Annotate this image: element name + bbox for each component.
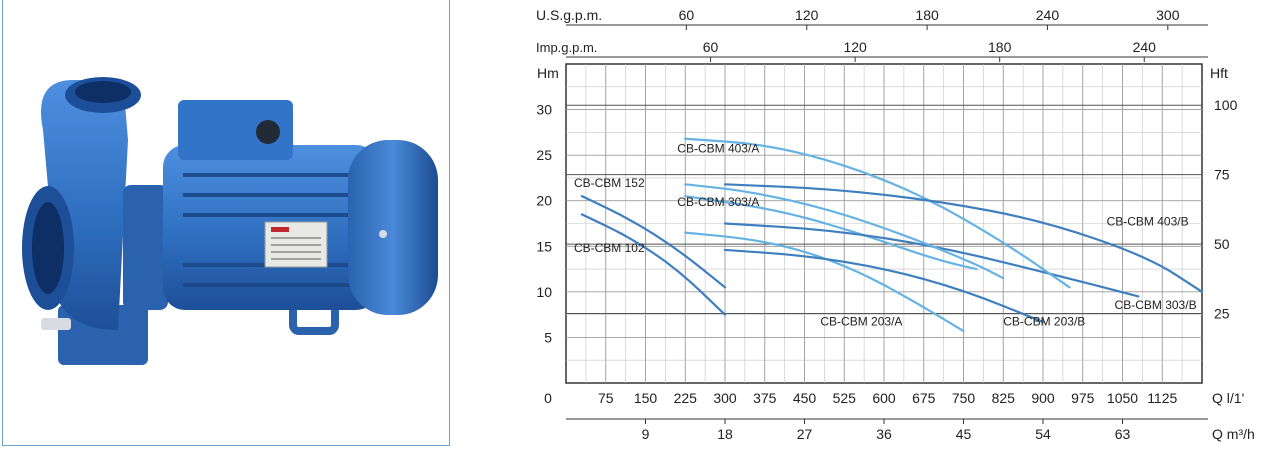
series-label: CB-CBM 403/B — [1107, 214, 1189, 228]
impgpm-tick-label: 240 — [1133, 39, 1157, 55]
x-tick-label: 1050 — [1107, 390, 1138, 406]
x-tick-label: 375 — [753, 390, 777, 406]
foot-bolt — [41, 318, 71, 330]
impgpm-tick-label: 180 — [988, 39, 1012, 55]
x-tick-label: 300 — [713, 390, 737, 406]
y-tick-label: 15 — [536, 238, 552, 254]
pump-illustration — [22, 77, 438, 365]
series-line — [684, 195, 978, 271]
x-tick-label: 750 — [952, 390, 976, 406]
terminal-box — [178, 100, 293, 160]
series-line — [723, 183, 1204, 293]
series-line — [684, 231, 965, 333]
series-group — [580, 137, 1204, 333]
m3h-tick-label: 36 — [876, 426, 892, 442]
y-tick-label: 20 — [536, 193, 552, 209]
usgpm-tick-label: 240 — [1036, 7, 1060, 23]
m3h-tick-label: 63 — [1115, 426, 1131, 442]
x-axis-label: Q l/1' — [1212, 390, 1244, 406]
series-line — [580, 213, 727, 316]
series-line — [684, 137, 1071, 289]
series-line — [723, 248, 1045, 324]
series-label: CB-CBM 303/B — [1115, 298, 1197, 312]
product-photo-panel — [2, 0, 450, 446]
series-line — [580, 195, 727, 289]
m3h-tick-label: 27 — [797, 426, 813, 442]
impgpm-axis-label: Imp.g.p.m. — [536, 40, 597, 55]
y-tick-label: 30 — [536, 102, 552, 118]
series-line — [684, 183, 1005, 280]
x-tick-label: 600 — [872, 390, 896, 406]
x-tick-label: 0 — [544, 390, 552, 406]
inlet-opening — [32, 202, 64, 294]
series-label: CB-CBM 152 — [574, 176, 645, 190]
yft-tick-label: 25 — [1214, 306, 1230, 322]
x-tick-label: 900 — [1031, 390, 1055, 406]
x-tick-label: 150 — [634, 390, 658, 406]
yft-tick-label: 75 — [1214, 167, 1230, 183]
series-labels: CB-CBM 403/A CB-CBM 152 CB-CBM 303/A CB-CBM… — [574, 141, 1197, 328]
fan-cover — [348, 140, 438, 315]
x-tick-label: 1125 — [1147, 390, 1177, 406]
grid — [566, 64, 1202, 383]
usgpm-tick-label: 180 — [915, 7, 939, 23]
fan-cover-screw — [379, 230, 387, 238]
series-label: CB-CBM 203/A — [820, 315, 902, 329]
y-tick-label: 5 — [544, 329, 552, 345]
usgpm-tick-label: 300 — [1156, 7, 1180, 23]
m3h-tick-label: 54 — [1035, 426, 1051, 442]
impgpm-tick-label: 120 — [843, 39, 867, 55]
usgpm-axis-label: U.S.g.p.m. — [536, 7, 602, 23]
impgpm-tick-label: 60 — [703, 39, 719, 55]
yft-tick-label: 100 — [1214, 97, 1238, 113]
name-plate-lines — [271, 237, 321, 260]
series-label: CB-CBM 203/B — [1003, 315, 1085, 329]
m3h-tick-label: 45 — [956, 426, 972, 442]
name-plate-logo — [271, 227, 289, 232]
x-tick-label: 675 — [912, 390, 936, 406]
x-tick-label: 225 — [674, 390, 698, 406]
series-label: CB-CBM 403/A — [677, 141, 759, 155]
series-label: CB-CBM 303/A — [677, 195, 759, 209]
yft-axis-label: Hft — [1210, 65, 1228, 81]
y-tick-label: 10 — [536, 284, 552, 300]
usgpm-tick-label: 60 — [679, 7, 695, 23]
cable-gland — [256, 120, 280, 144]
yft-tick-label: 50 — [1214, 236, 1230, 252]
m3h-tick-label: 18 — [717, 426, 733, 442]
m3h-axis-label: Q m³/h — [1212, 426, 1255, 442]
x-tick-label: 450 — [793, 390, 817, 406]
x-tick-label: 75 — [598, 390, 614, 406]
m3h-tick-label: 9 — [642, 426, 650, 442]
x-tick-label: 975 — [1071, 390, 1095, 406]
pump-adapter — [123, 185, 168, 310]
y-axis-label: Hm — [537, 65, 559, 81]
series-label: CB-CBM 102 — [574, 241, 645, 255]
usgpm-tick-label: 120 — [795, 7, 819, 23]
y-tick-label: 25 — [536, 147, 552, 163]
performance-chart: 0 75 150 225 300 375 450 525 600 675 750 825 900 975 1… — [536, 7, 1255, 442]
axes: 0 75 150 225 300 375 450 525 600 675 750 825 900 975 1… — [536, 7, 1255, 442]
x-tick-label: 825 — [992, 390, 1016, 406]
outlet-opening — [75, 81, 131, 103]
x-tick-label: 525 — [833, 390, 857, 406]
